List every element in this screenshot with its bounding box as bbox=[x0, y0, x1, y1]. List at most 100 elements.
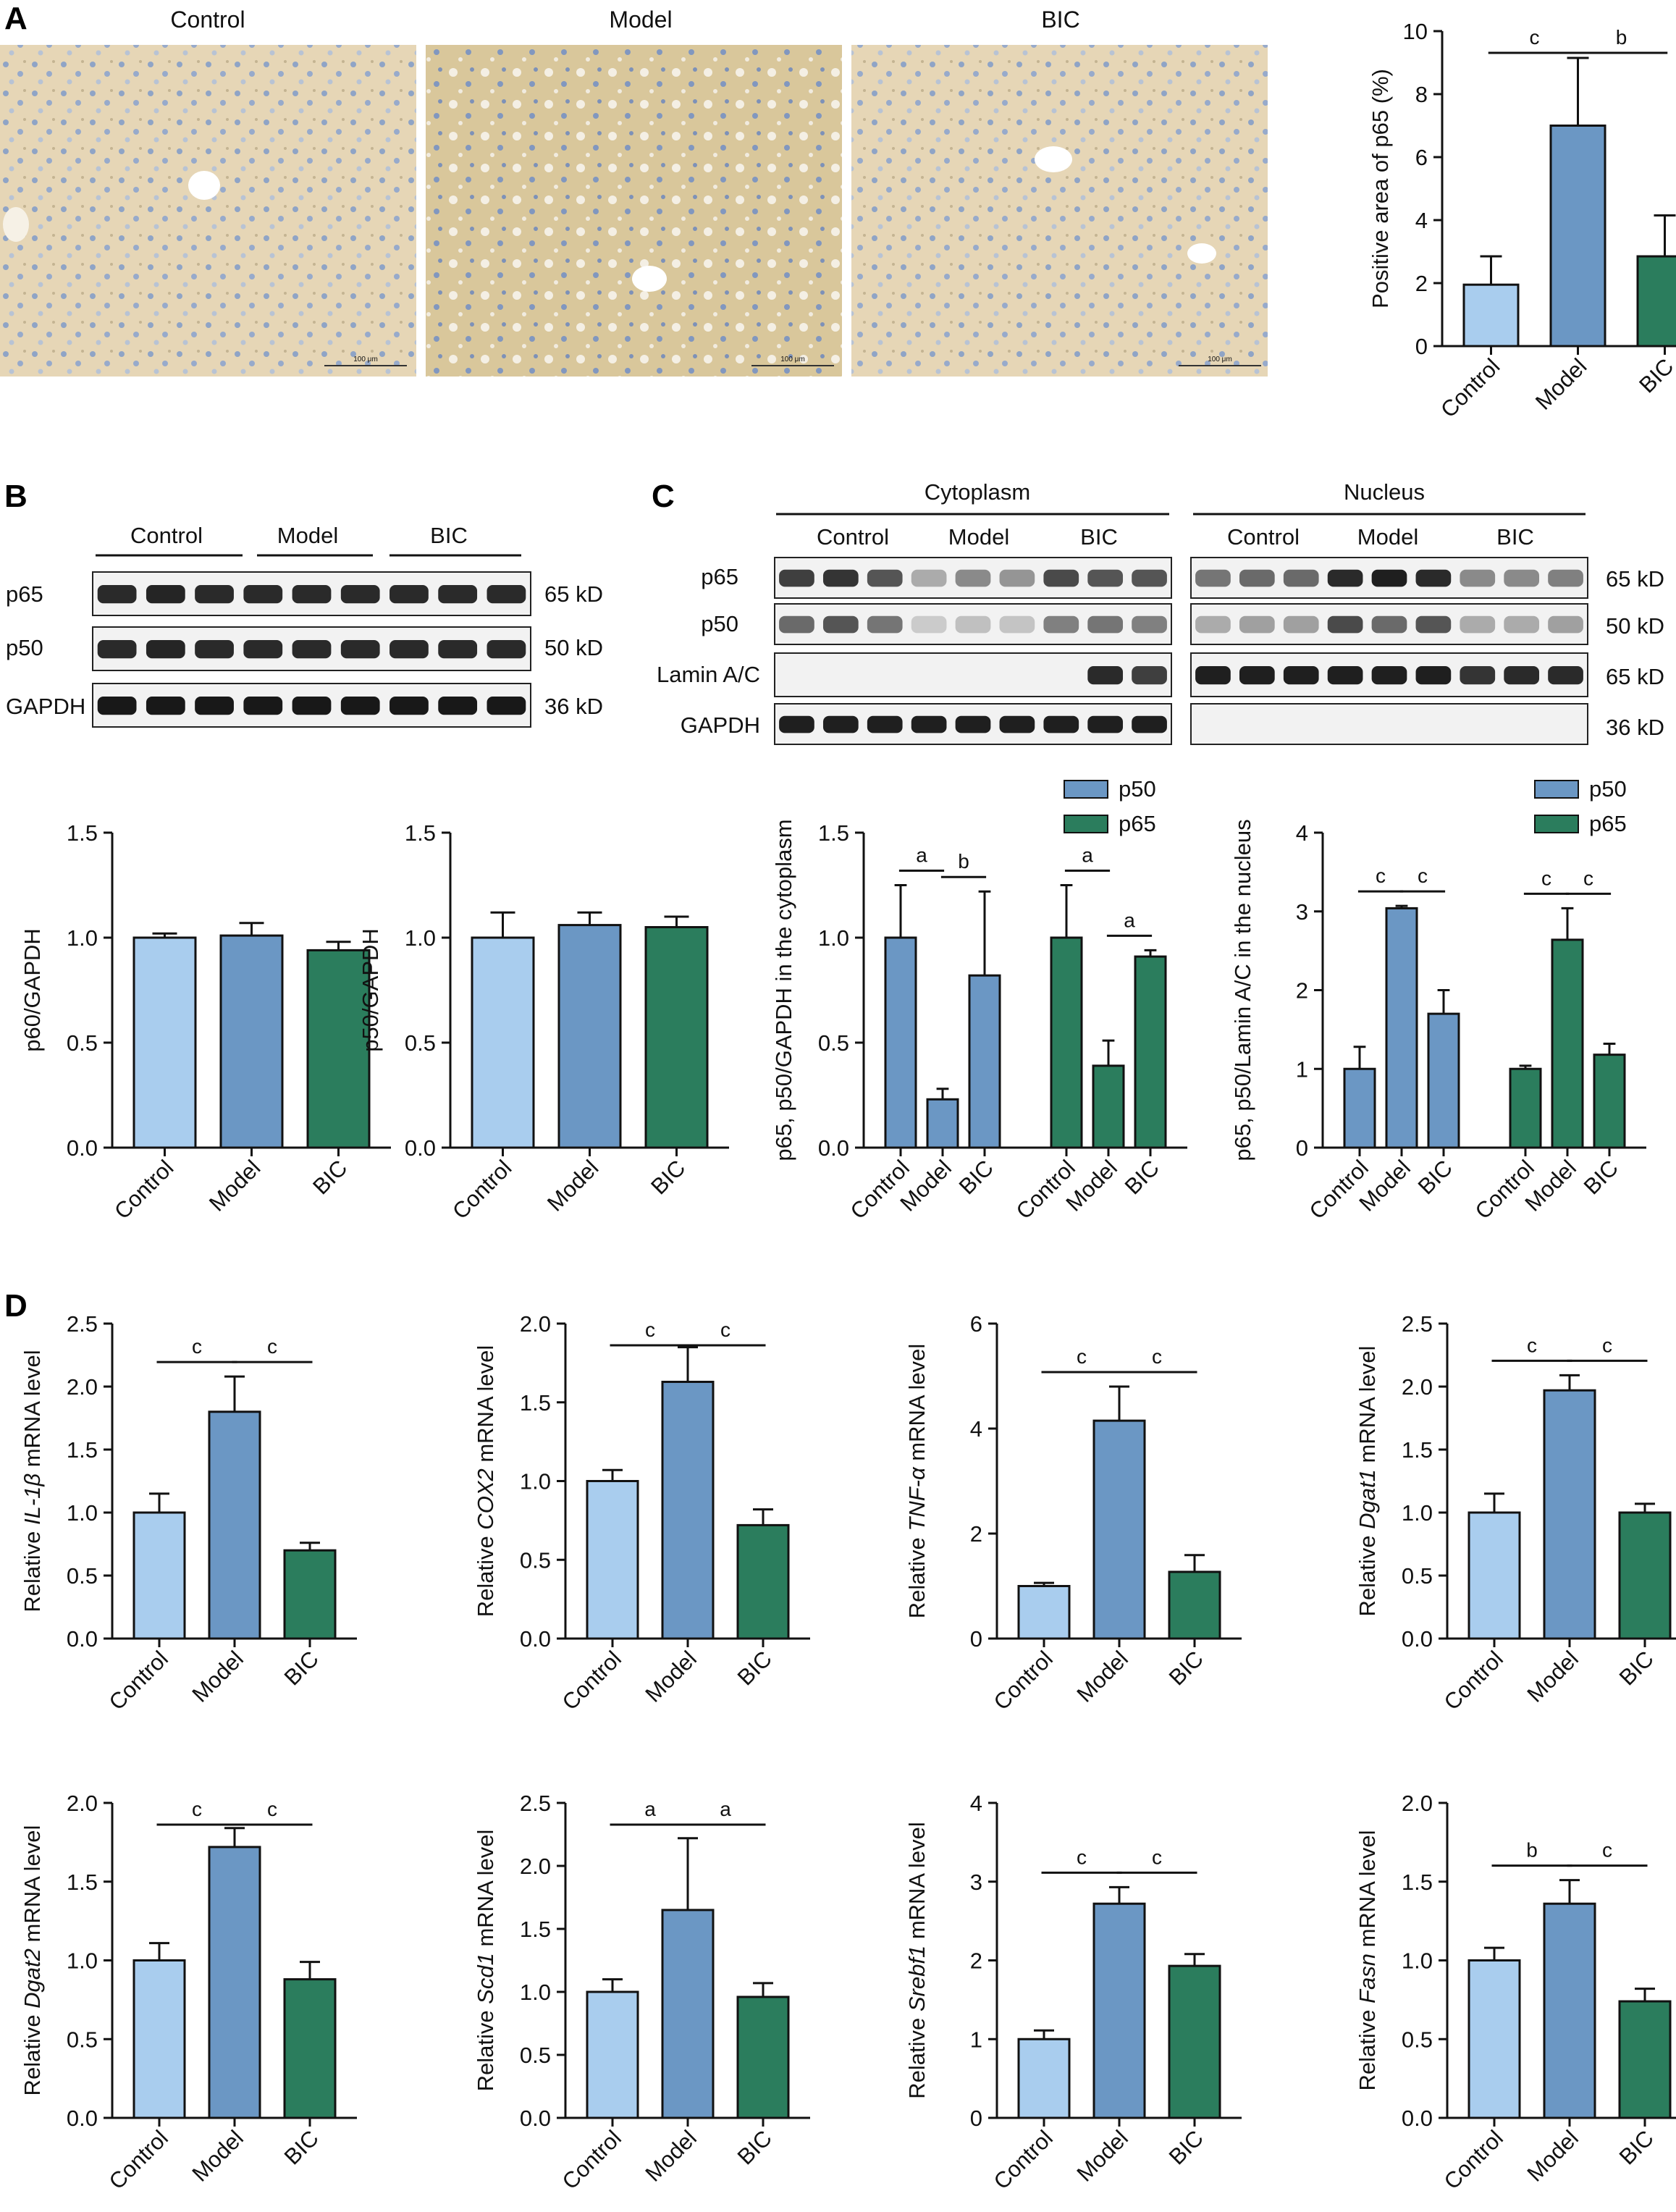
y-tick-label: 2.5 bbox=[1402, 1311, 1433, 1337]
blot-band bbox=[1239, 615, 1275, 634]
blot-band bbox=[1460, 666, 1496, 685]
legend-swatch bbox=[1064, 780, 1108, 799]
y-tick-label: 0.0 bbox=[520, 2106, 551, 2131]
y-tick-label: 2.5 bbox=[67, 1311, 98, 1337]
y-tick-label: 0.0 bbox=[818, 1135, 849, 1161]
y-tick-label: 1.5 bbox=[818, 820, 849, 846]
y-axis-label: Relative Dgat1 mRNA level bbox=[1355, 1346, 1380, 1617]
y-tick-label: 1.5 bbox=[1402, 1870, 1433, 1895]
blot-band bbox=[1132, 569, 1167, 587]
y-tick-label: 0.5 bbox=[67, 1563, 98, 1589]
y-tick-label: 1.5 bbox=[520, 1390, 551, 1416]
blot-band bbox=[911, 569, 947, 587]
blot-band bbox=[438, 697, 478, 715]
bar bbox=[132, 1511, 186, 1640]
chart-D_IL1b: 0.0 0.5 1.0 1.5 2.0 2.5 Relative IL-1β mRNA le… bbox=[20, 1311, 357, 1715]
legend-label: p50 bbox=[1119, 776, 1156, 802]
y-tick-label: 1.0 bbox=[818, 925, 849, 951]
blot-row-label-gapdh: GAPDH bbox=[681, 712, 760, 738]
blot-group-model: Model bbox=[948, 524, 1009, 550]
y-tick-label: 3 bbox=[1296, 899, 1308, 925]
vessel-lumen bbox=[1187, 243, 1216, 264]
vessel-lumen bbox=[188, 171, 220, 200]
chart-D_Srebf1: 0 1 2 3 4 Relative Srebf1 mRNA level Control Mo… bbox=[904, 1791, 1242, 2195]
y-tick-label: 4 bbox=[970, 1416, 982, 1442]
blot-C-strips bbox=[774, 557, 1588, 745]
y-tick-label: 0.0 bbox=[67, 1135, 98, 1161]
x-tick-label: BIC bbox=[1164, 1646, 1208, 1690]
bar bbox=[1017, 2038, 1071, 2119]
bar bbox=[661, 1380, 715, 1640]
y-tick-label: 2.0 bbox=[520, 1854, 551, 1879]
blot-band bbox=[97, 640, 137, 659]
blot-band bbox=[146, 640, 185, 659]
bar bbox=[736, 1996, 790, 2119]
blot-band bbox=[243, 585, 283, 604]
y-tick-label: 0.5 bbox=[520, 2043, 551, 2068]
blot-band bbox=[1460, 615, 1496, 634]
bar bbox=[661, 1909, 715, 2119]
x-tick-label: Control bbox=[557, 2125, 626, 2194]
y-tick-label: 2.0 bbox=[67, 1374, 98, 1400]
blot-kd-label-p50: 50 kD bbox=[544, 635, 603, 660]
blot-row-label-p50: p50 bbox=[6, 635, 43, 660]
blot-group-control: Control bbox=[130, 523, 203, 548]
x-tick-label: BIC bbox=[1614, 1646, 1659, 1690]
blot-band bbox=[195, 585, 234, 604]
y-tick-label: 0.0 bbox=[1402, 2106, 1433, 2131]
bar bbox=[208, 1410, 261, 1640]
sig-label: a bbox=[1082, 844, 1093, 867]
sig-label: c bbox=[1602, 1334, 1612, 1356]
chart-A_p65: 0 2 4 6 8 10 Positive area of p65 (%) Control Mo… bbox=[1368, 19, 1676, 423]
blot-band bbox=[999, 569, 1035, 587]
x-tick-label: BIC bbox=[1614, 2125, 1659, 2169]
image-title-bic: BIC bbox=[1041, 7, 1079, 33]
blot-group-model: Model bbox=[277, 523, 338, 548]
y-tick-label: 2.0 bbox=[1402, 1791, 1433, 1816]
y-tick-label: 1.5 bbox=[520, 1917, 551, 1942]
blot-band bbox=[911, 615, 947, 634]
blot-band bbox=[389, 640, 429, 659]
blot-band bbox=[999, 715, 1035, 733]
y-tick-label: 4 bbox=[1415, 208, 1428, 233]
x-tick-label: BIC bbox=[646, 1155, 690, 1199]
blot-row-label-p65: p65 bbox=[701, 564, 738, 589]
bar bbox=[1543, 1902, 1596, 2119]
x-tick-label: Model bbox=[1522, 1646, 1583, 1707]
blot-band bbox=[389, 585, 429, 604]
legend-swatch bbox=[1064, 815, 1108, 833]
legend-swatch bbox=[1534, 780, 1579, 799]
sig-label: a bbox=[916, 844, 927, 867]
blot-band bbox=[999, 615, 1035, 634]
sig-label: c bbox=[1527, 1334, 1537, 1356]
blot-band bbox=[1195, 569, 1231, 587]
y-tick-label: 1.5 bbox=[1402, 1437, 1433, 1463]
panel-a-letter: A bbox=[4, 1, 28, 36]
blot-group-model: Model bbox=[1357, 524, 1418, 550]
y-tick-label: 0 bbox=[970, 2106, 982, 2131]
bar bbox=[1168, 1570, 1221, 1640]
x-tick-label: Model bbox=[187, 1646, 248, 1707]
blot-band bbox=[1371, 666, 1407, 685]
bar bbox=[736, 1523, 790, 1640]
y-tick-label: 1 bbox=[1296, 1056, 1308, 1082]
x-tick-label: Model bbox=[204, 1155, 265, 1216]
chart-B_p50: 0.0 0.5 1.0 1.5 p50/GAPDH Control Model BIC bbox=[358, 820, 729, 1224]
y-axis-label: Relative IL-1β mRNA level bbox=[20, 1350, 45, 1612]
y-axis-label: Relative Dgat2 mRNA level bbox=[20, 1825, 45, 2096]
blot-band bbox=[1371, 615, 1407, 634]
x-tick-label: BIC bbox=[954, 1155, 998, 1199]
bar bbox=[1385, 907, 1418, 1149]
bar bbox=[586, 1990, 639, 2119]
chart-D_TNF: 0 2 4 6 Relative TNF-α mRNA level Control Mode… bbox=[904, 1311, 1242, 1715]
x-tick-label: Control bbox=[104, 2125, 173, 2194]
x-tick-label: Model bbox=[542, 1155, 603, 1216]
chart-D_COX2: 0.0 0.5 1.0 1.5 2.0 Relative COX2 mRNA level C… bbox=[473, 1311, 810, 1715]
blot-band bbox=[1504, 666, 1540, 685]
blot-band bbox=[1043, 715, 1079, 733]
x-tick-label: Control bbox=[447, 1155, 516, 1224]
y-tick-label: 0.5 bbox=[67, 1030, 98, 1056]
sig-label: b bbox=[958, 850, 969, 872]
y-tick-label: 0.5 bbox=[67, 2027, 98, 2052]
